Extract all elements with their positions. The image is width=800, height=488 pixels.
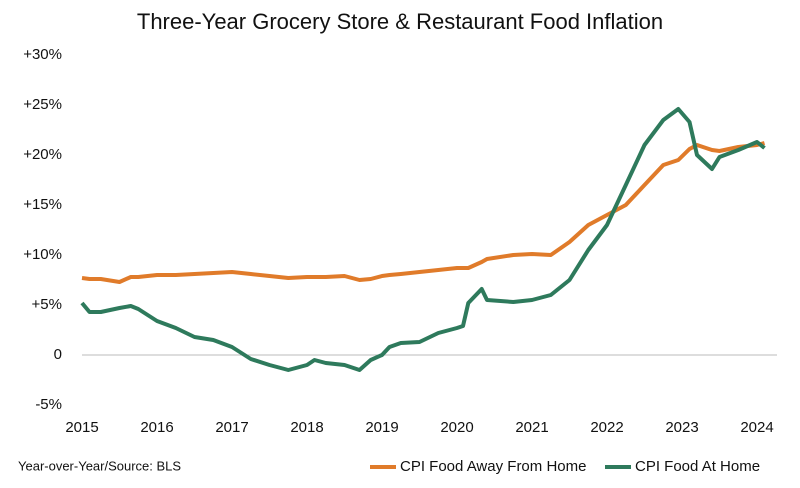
chart-title: Three-Year Grocery Store & Restaurant Fo… (137, 9, 663, 34)
x-tick-label: 2018 (290, 419, 323, 436)
source-note: Year-over-Year/Source: BLS (18, 458, 181, 473)
x-tick-label: 2020 (440, 419, 473, 436)
x-tick-label: 2022 (590, 419, 623, 436)
series-line (80, 107, 766, 372)
legend-label: CPI Food Away From Home (400, 458, 586, 475)
x-tick-label: 2016 (140, 419, 173, 436)
y-tick-label: +20% (23, 146, 62, 163)
x-tick-label: 2015 (65, 419, 98, 436)
x-tick-label: 2019 (365, 419, 398, 436)
x-tick-label: 2023 (665, 419, 698, 436)
x-tick-label: 2021 (515, 419, 548, 436)
y-tick-label: -5% (35, 396, 62, 413)
y-tick-label: 0 (54, 346, 62, 363)
y-tick-label: +5% (32, 296, 62, 313)
y-tick-label: +30% (23, 46, 62, 63)
x-tick-label: 2017 (215, 419, 248, 436)
series-line (81, 141, 766, 284)
legend-label: CPI Food At Home (635, 458, 760, 475)
y-tick-label: +15% (23, 196, 62, 213)
y-tick-label: +25% (23, 96, 62, 113)
y-tick-label: +10% (23, 246, 62, 263)
x-tick-label: 2024 (740, 419, 773, 436)
